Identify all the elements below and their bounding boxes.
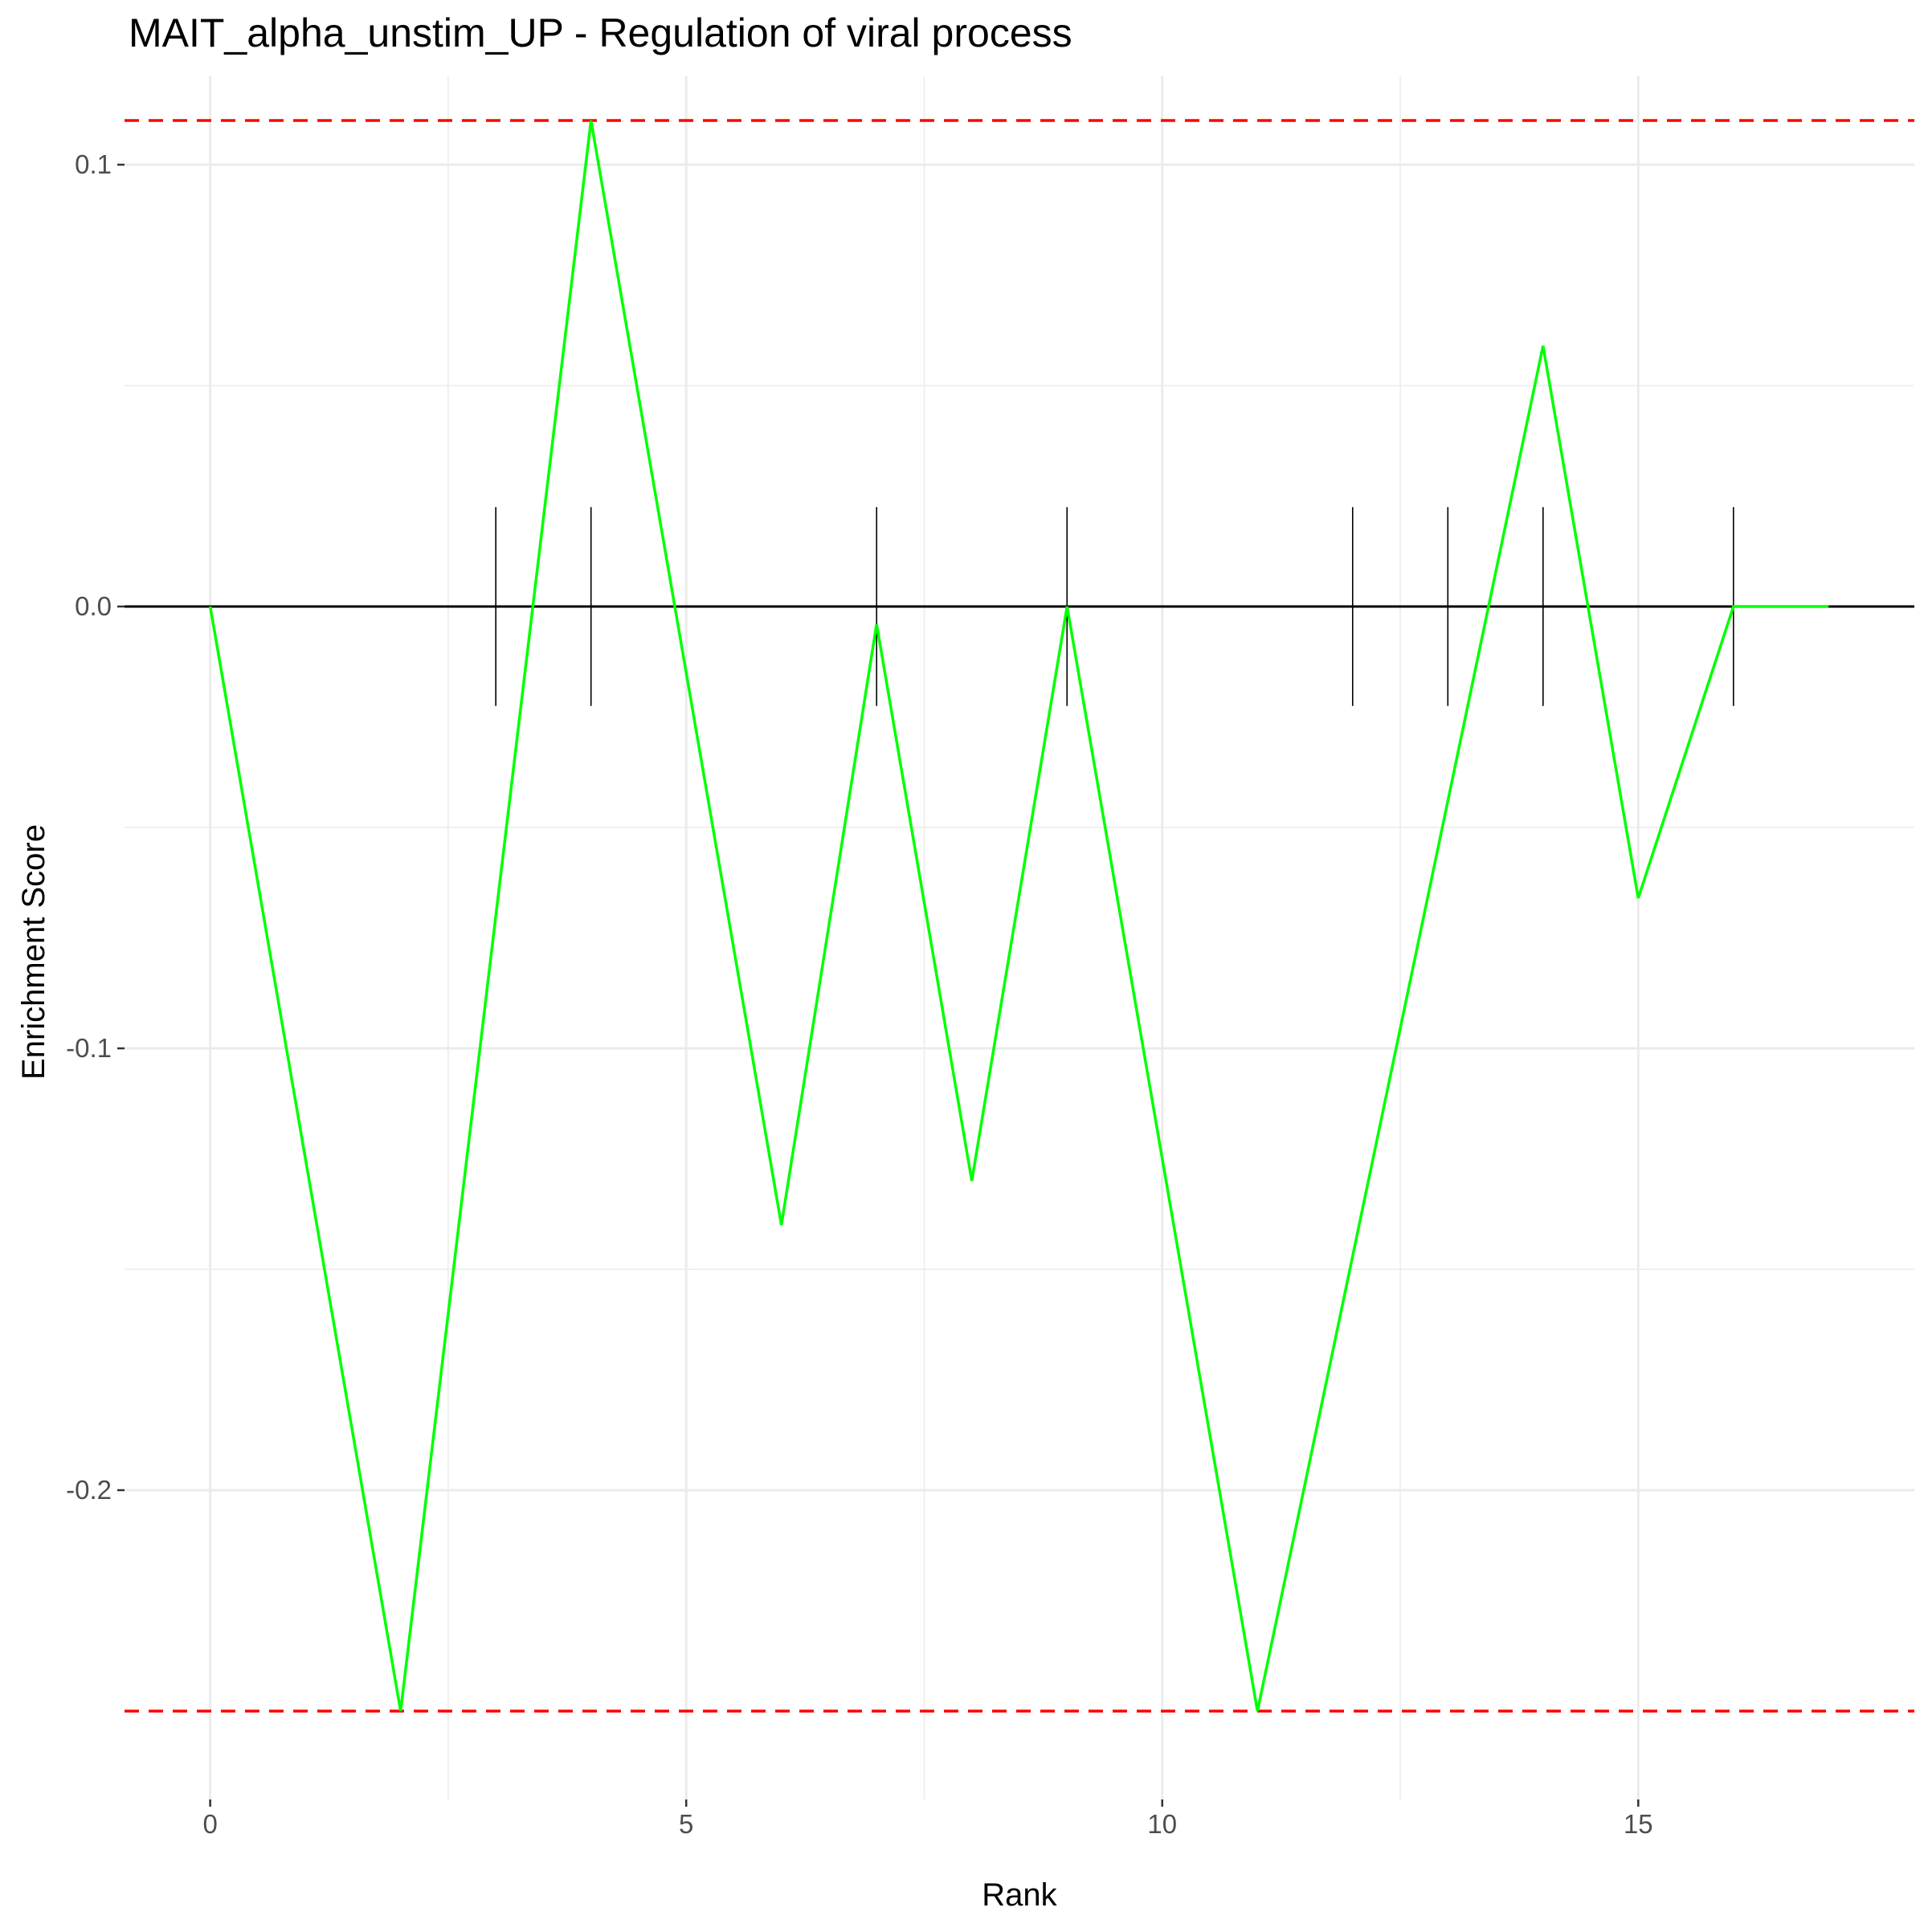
y-tick-label: 0.1 [75, 149, 112, 179]
y-tick-label: -0.2 [66, 1475, 112, 1505]
chart-title: MAIT_alpha_unstim_UP - Regulation of vir… [129, 10, 1072, 55]
x-axis-title: Rank [982, 1877, 1057, 1913]
y-tick-label: 0.0 [75, 591, 112, 621]
x-tick-label: 10 [1147, 1809, 1177, 1839]
x-tick-label: 0 [202, 1809, 217, 1839]
y-tick-label: -0.1 [66, 1033, 112, 1063]
y-axis-title: Enrichment Score [16, 824, 51, 1080]
x-tick-label: 15 [1624, 1809, 1653, 1839]
x-tick-label: 5 [679, 1809, 693, 1839]
